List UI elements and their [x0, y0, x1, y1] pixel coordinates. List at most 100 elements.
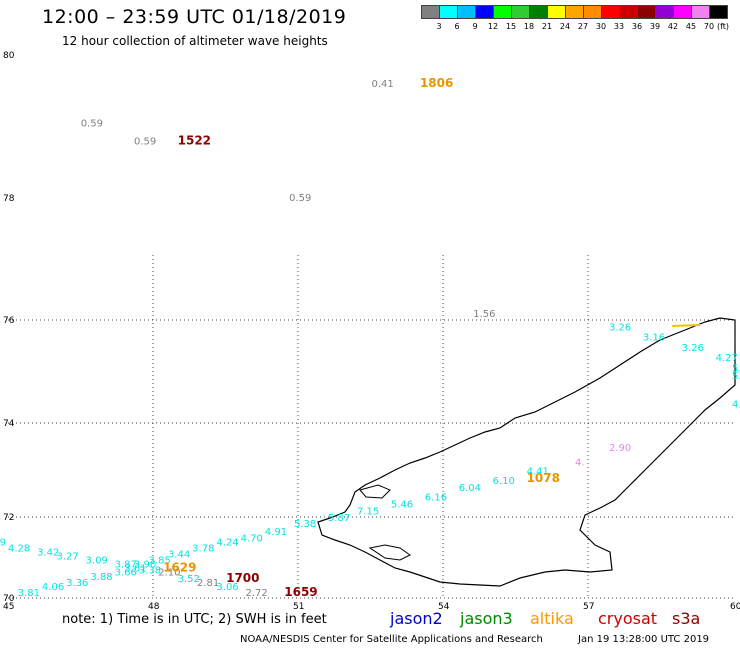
wave-height-label: 4.91 — [265, 527, 287, 538]
satellite-legend-item: s3a — [672, 609, 701, 628]
wave-height-label: 4.06 — [42, 582, 64, 593]
wave-height-label: 3.39 — [0, 537, 6, 548]
lat-label: 76 — [3, 316, 15, 326]
wave-height-label: 5.46 — [391, 500, 413, 511]
wave-height-label: 5.32 — [732, 364, 740, 375]
scale-label: 15 — [505, 22, 517, 31]
pass-time-label: 1078 — [527, 471, 560, 485]
lon-label: 60 — [730, 602, 740, 612]
page-title: 12:00 – 23:59 UTC 01/18/2019 — [42, 6, 347, 28]
coastline-island — [368, 544, 411, 561]
coastline-novaya-zemlya — [317, 317, 736, 587]
wave-height-label: 3.38 — [139, 566, 161, 577]
wave-height-label: 3.27 — [56, 552, 78, 563]
scale-swatch — [709, 5, 728, 19]
wave-height-label: 4.70 — [241, 533, 263, 544]
coastline-inlet — [359, 484, 391, 499]
satellite-legend-item: jason2 — [390, 609, 443, 628]
generation-timestamp: Jan 19 13:28:00 UTC 2019 — [578, 634, 710, 645]
wave-height-label: 3.06 — [216, 582, 238, 593]
wave-height-label: 6.10 — [493, 476, 515, 487]
wave-height-label: 0.59 — [134, 136, 156, 147]
scale-label: 27 — [577, 22, 589, 31]
scale-label: 45 — [685, 22, 697, 31]
pass-time-label: 1700 — [226, 571, 259, 585]
wave-height-label: 7.15 — [357, 507, 379, 518]
wave-height-label: 6.16 — [425, 493, 447, 504]
wave-height-label: 4.24 — [216, 537, 238, 548]
scale-label: 18 — [523, 22, 535, 31]
wave-height-label: 0.59 — [81, 119, 103, 130]
pass-time-label: 1659 — [284, 585, 317, 599]
scale-label: 42 — [667, 22, 679, 31]
wave-height-labels: 0.41 0.59 0.59 0.59 1.56 3.26 3.16 3.26 4.275.32… — [0, 76, 740, 599]
wave-height-label: 2.10 — [158, 568, 180, 579]
credit-line: NOAA/NESDIS Center for Satellite Applica… — [240, 634, 543, 645]
scale-label: 36 — [631, 22, 643, 31]
wave-height-label: 3.42 — [37, 547, 59, 558]
pass-time-label: 1806 — [420, 76, 453, 90]
wave-height-label: 3.85 — [149, 556, 171, 567]
scale-label: 24 — [559, 22, 571, 31]
footnote: note: 1) Time is in UTC; 2) SWH is in fe… — [62, 612, 327, 627]
scale-label: 12 — [487, 22, 499, 31]
pass-time-label: 1522 — [178, 133, 211, 147]
lon-label: 51 — [293, 602, 304, 612]
coastline — [317, 317, 736, 587]
lat-label: 70 — [3, 594, 15, 604]
wave-height-label: 3.26 — [609, 322, 631, 333]
wave-height-label: 4.41 — [527, 467, 549, 478]
scale-label: 9 — [472, 22, 478, 31]
scale-label: 21 — [541, 22, 553, 31]
wave-height-label: 3.36 — [66, 578, 88, 589]
wave-height-label: 3.66 — [115, 568, 137, 579]
lon-label: 57 — [583, 602, 594, 612]
wave-height-label: 2.72 — [245, 588, 267, 599]
wave-height-label: 3.26 — [682, 343, 704, 354]
wave-height-label: 6.04 — [459, 483, 481, 494]
lon-label: 45 — [3, 602, 14, 612]
wave-height-label: 5.38 — [294, 519, 316, 530]
scale-unit: (ft) — [716, 22, 730, 31]
map-grid — [8, 255, 735, 599]
scale-label: 39 — [649, 22, 661, 31]
satellite-legend-item: cryosat — [598, 609, 658, 628]
wave-height-label: 2.90 — [609, 443, 631, 454]
wave-height-label: 3.61 — [124, 564, 146, 575]
lon-label: 54 — [438, 602, 450, 612]
wave-height-label: 3.81 — [18, 588, 40, 599]
wave-height-label: 3.78 — [192, 543, 214, 554]
wave-height-label: 3.09 — [86, 556, 108, 567]
wave-height-label: 3.44 — [168, 550, 190, 561]
lon-label: 48 — [148, 602, 160, 612]
satellite-legend-item: altika — [530, 609, 574, 628]
wave-height-label: 3.90 — [134, 560, 156, 571]
wave-height-label: 0.59 — [289, 193, 311, 204]
satellite-legend-item: jason3 — [460, 609, 513, 628]
lat-label: 74 — [3, 419, 15, 429]
wave-height-label: 1.56 — [473, 309, 495, 320]
scale-label: 30 — [595, 22, 607, 31]
wave-height-label: 3.88 — [90, 572, 112, 583]
wave-height-label: 4.28 — [8, 543, 30, 554]
lat-label: 78 — [3, 194, 15, 204]
pass-time-label: 1629 — [163, 561, 196, 575]
page-subtitle: 12 hour collection of altimeter wave hei… — [62, 34, 328, 48]
wave-height-label: 4. — [732, 400, 740, 411]
scale-label: 6 — [454, 22, 460, 31]
wave-height-label: 5. — [732, 371, 740, 382]
color-scale — [421, 5, 728, 19]
wave-height-label: 5.87 — [328, 513, 350, 524]
wave-height-label: 4. — [575, 457, 585, 468]
wave-height-label: 3.16 — [643, 333, 665, 344]
wave-height-label: 3.52 — [178, 574, 200, 585]
wave-height-label: 2.81 — [197, 578, 219, 589]
scale-label: 33 — [613, 22, 625, 31]
lat-label: 72 — [3, 513, 14, 523]
wave-height-label: 3.87 — [115, 560, 137, 571]
scale-label: 70 — [703, 22, 715, 31]
scale-label: 3 — [436, 22, 442, 31]
lat-label: 80 — [3, 51, 15, 61]
